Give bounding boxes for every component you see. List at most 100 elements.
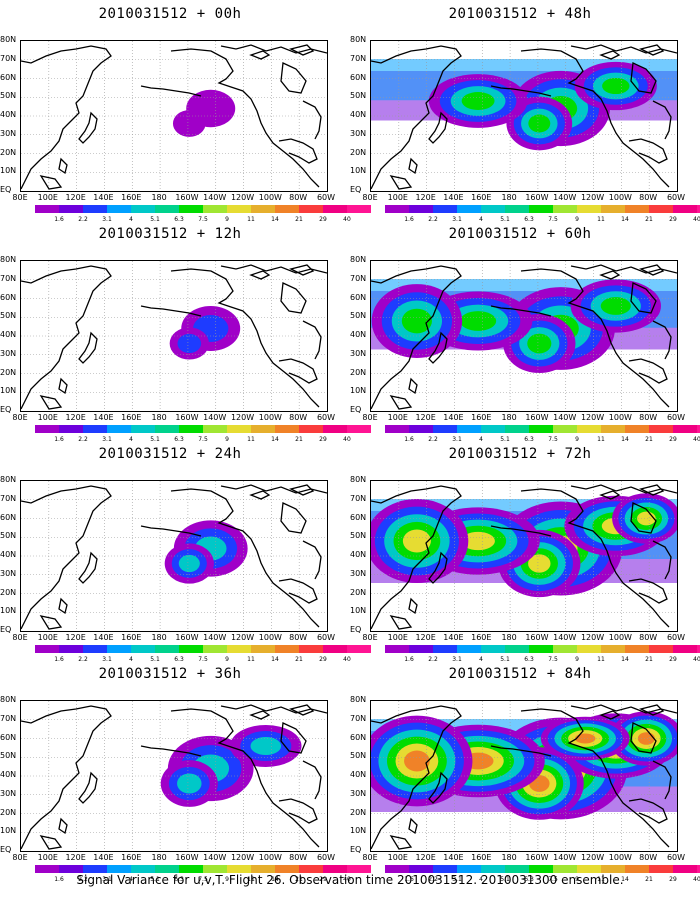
colorbar-label: 6.3: [174, 656, 184, 663]
colorbar-label: 3.1: [102, 216, 112, 223]
coastline: [371, 485, 462, 630]
colorbar-label: 29: [319, 436, 327, 443]
coastline: [490, 525, 552, 537]
longitude-label: 160E: [121, 633, 142, 642]
longitude-label: 120E: [415, 193, 436, 202]
longitude-label: 140E: [93, 413, 114, 422]
colorbar-swatch: [275, 865, 299, 873]
colorbar-swatch: [251, 865, 275, 873]
colorbar-swatch: [203, 205, 227, 213]
map-area: [20, 40, 328, 192]
longitude-label: 120E: [65, 633, 86, 642]
longitude-label: 160E: [471, 193, 492, 202]
colorbar-swatch: [179, 645, 203, 653]
longitude-label: 80W: [289, 633, 308, 642]
map-area: [20, 700, 328, 852]
colorbar-swatch: [323, 645, 347, 653]
panel-title: 2010031512 + 00h: [98, 6, 242, 22]
colorbar-swatch: [577, 425, 601, 433]
coastline: [630, 282, 657, 314]
longitude-label: 120W: [230, 193, 255, 202]
colorbar-label: 29: [669, 876, 677, 883]
colorbar-swatch: [553, 205, 577, 213]
colorbar-label: 40: [343, 876, 351, 883]
variance-contour: [637, 732, 655, 745]
colorbar-label: 2.2: [78, 656, 88, 663]
colorbar-swatch: [577, 205, 601, 213]
coastline: [249, 270, 271, 280]
longitude-label: 80E: [12, 853, 28, 862]
colorbar-label: 7.5: [198, 436, 208, 443]
colorbar-label: 29: [319, 656, 327, 663]
colorbar-swatch: [577, 645, 601, 653]
latitude-label: EQ: [350, 405, 362, 414]
longitude-label: 160W: [525, 193, 549, 202]
colorbar-label: 14: [271, 876, 279, 883]
colorbar-swatch: [649, 205, 673, 213]
colorbar-label: 9: [575, 656, 579, 663]
latitude-label: 60N: [350, 292, 367, 302]
coastline: [280, 282, 307, 314]
colorbar-label: 29: [319, 876, 327, 883]
latitude-label: 70N: [350, 493, 367, 503]
map-svg: [21, 701, 327, 851]
longitude-label: 100W: [258, 413, 282, 422]
latitude-label: 20N: [0, 367, 17, 377]
colorbar-swatch: [529, 205, 553, 213]
latitude-label: 80N: [0, 695, 17, 704]
colorbar-label: 9: [575, 876, 579, 883]
colorbar-swatch: [59, 645, 83, 653]
longitude-label: 140E: [93, 193, 114, 202]
longitude-label: 180: [501, 413, 517, 422]
longitude-label: 60W: [666, 193, 686, 202]
coastline: [520, 488, 670, 628]
longitude-label: 120W: [580, 413, 605, 422]
latitude-label: 40N: [350, 770, 367, 779]
latitude-label: 10N: [350, 166, 367, 176]
coastline: [490, 305, 552, 317]
coastline: [39, 835, 63, 850]
coastline: [170, 268, 320, 408]
longitude-label: 160E: [121, 853, 142, 862]
colorbar-swatch: [673, 865, 697, 873]
colorbar-label: 4: [129, 436, 133, 443]
coastline: [78, 111, 98, 144]
colorbar-label: 3.1: [102, 876, 112, 883]
colorbar-swatch: [529, 425, 553, 433]
variance-contour: [177, 773, 202, 794]
forecast-panel: 2010031512 + 36h 80N 70N 60N 50N 40N 30N 20N 10N…: [0, 660, 371, 883]
longitude-label: 140W: [203, 853, 227, 862]
colorbar-label: 3.1: [452, 216, 462, 223]
longitude-label: 80E: [12, 413, 28, 422]
colorbar-label: 14: [271, 656, 279, 663]
colorbar-swatch: [35, 205, 59, 213]
coastline: [652, 320, 672, 360]
latitude-label: 60N: [0, 512, 17, 522]
latitude-label: 70N: [350, 53, 367, 63]
colorbar-swatch: [179, 865, 203, 873]
colorbar-swatch: [203, 645, 227, 653]
coastline: [78, 551, 98, 584]
variance-contour: [178, 554, 200, 573]
coastline: [78, 331, 98, 364]
colorbar-label: 11: [597, 876, 605, 883]
latitude-label: EQ: [350, 185, 362, 194]
map-svg: [21, 41, 327, 191]
coastline: [220, 44, 327, 54]
variance-contour: [404, 750, 430, 772]
latitude-label: 60N: [0, 292, 17, 302]
latitude-label: 10N: [350, 826, 367, 836]
latitude-label: 30N: [350, 788, 367, 798]
colorbar-swatch: [673, 645, 697, 653]
latitude-label: 50N: [350, 531, 367, 541]
variance-contour: [401, 308, 432, 334]
latitude-label: 50N: [0, 91, 17, 101]
longitude-label: 120W: [580, 193, 605, 202]
coastline: [408, 377, 418, 395]
colorbar-label: 4: [129, 216, 133, 223]
colorbar-label: 29: [669, 656, 677, 663]
longitude-label: 160W: [175, 853, 199, 862]
map-svg: [21, 261, 327, 411]
colorbar-label: 40: [693, 876, 700, 883]
longitude-label: 160E: [471, 633, 492, 642]
